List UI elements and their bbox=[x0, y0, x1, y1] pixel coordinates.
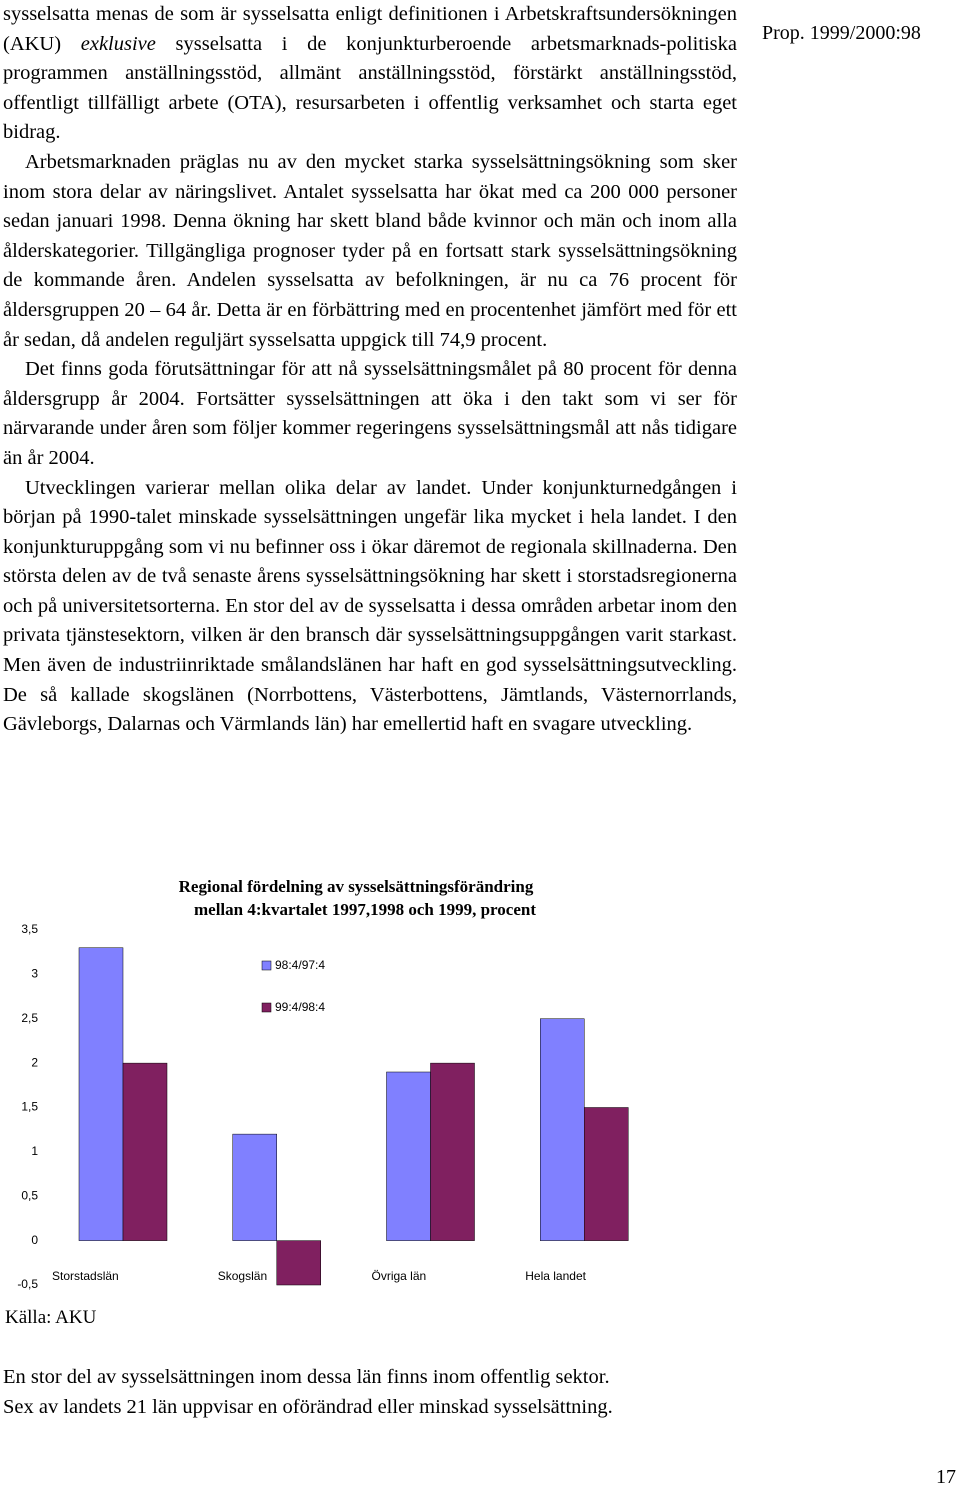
italic-text: exklusive bbox=[80, 32, 156, 55]
y-tick-label: 3 bbox=[31, 967, 38, 981]
x-tick-label: Storstadslän bbox=[52, 1269, 119, 1283]
y-tick-label: 3,5 bbox=[21, 922, 38, 936]
text-run: sysselsatta i de konjunkturberoende arbe… bbox=[3, 32, 737, 144]
legend-label: 99:4/98:4 bbox=[275, 1000, 325, 1014]
body-text: sysselsatta menas de som är sysselsatta … bbox=[3, 0, 737, 740]
x-tick-label: Hela landet bbox=[525, 1269, 586, 1283]
y-tick-label: 0,5 bbox=[21, 1188, 38, 1202]
x-tick-label: Övriga län bbox=[372, 1269, 427, 1283]
closing-text: En stor del av sysselsättningen inom des… bbox=[3, 1363, 613, 1422]
y-tick-label: 1 bbox=[31, 1144, 38, 1158]
bar bbox=[584, 1107, 629, 1241]
text-run: sysselsatta menas de som är sysselsatta … bbox=[3, 3, 737, 55]
x-tick-label: Skogslän bbox=[218, 1269, 267, 1283]
document-reference: Prop. 1999/2000:98 bbox=[762, 22, 921, 44]
text-line: Sex av landets 21 län uppvisar en oförän… bbox=[3, 1395, 613, 1418]
paragraph: Det finns goda förutsättningar för att n… bbox=[3, 358, 737, 469]
y-tick-label: 0 bbox=[31, 1233, 38, 1247]
paragraph: Utvecklingen varierar mellan olika delar… bbox=[3, 476, 737, 736]
y-tick-label: 2 bbox=[31, 1055, 38, 1069]
y-tick-label: 2,5 bbox=[21, 1011, 38, 1025]
source-note: Källa: AKU bbox=[5, 1307, 97, 1328]
bar bbox=[386, 1071, 431, 1241]
legend-label: 98:4/97:4 bbox=[275, 958, 325, 972]
chart: Regional fördelning av sysselsättningsfö… bbox=[17, 877, 629, 1291]
bar bbox=[540, 1018, 585, 1241]
paragraph: Arbetsmarknaden präglas nu av den mycket… bbox=[3, 150, 737, 351]
paragraph: sysselsatta menas de som är sysselsatta … bbox=[3, 0, 737, 148]
bar bbox=[232, 1133, 277, 1241]
bar bbox=[122, 1062, 168, 1241]
legend-swatch bbox=[261, 960, 272, 971]
text-line: En stor del av sysselsättningen inom des… bbox=[3, 1366, 610, 1388]
chart-title: Regional fördelning av sysselsättningsfö… bbox=[179, 877, 534, 896]
chart-title: mellan 4:kvartalet 1997,1998 och 1999, p… bbox=[194, 900, 536, 919]
bar bbox=[78, 947, 124, 1241]
bar bbox=[276, 1240, 321, 1286]
page-number: 17 bbox=[936, 1466, 956, 1488]
legend-swatch bbox=[261, 1002, 272, 1013]
y-tick-label: 1,5 bbox=[21, 1100, 38, 1114]
bar bbox=[430, 1062, 475, 1241]
y-tick-label: -0,5 bbox=[17, 1277, 38, 1291]
